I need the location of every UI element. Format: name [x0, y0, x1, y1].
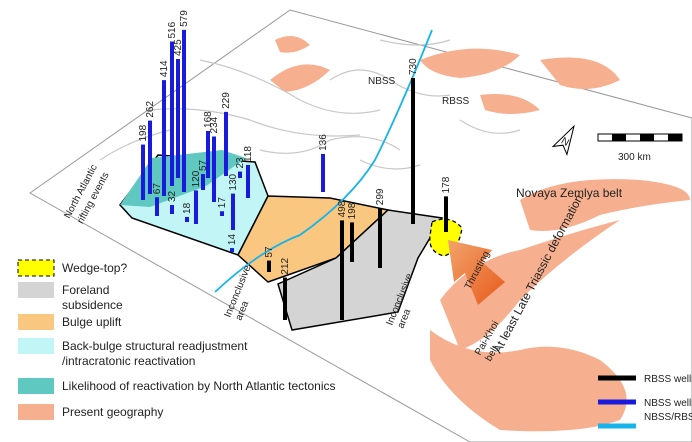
legend-label: Foreland — [62, 283, 109, 297]
well-label: 32 — [167, 190, 178, 202]
well-label: 178 — [441, 176, 452, 193]
thrusting-arrow — [448, 240, 505, 305]
well-label: 234 — [209, 116, 220, 133]
well-label: 57 — [264, 246, 275, 258]
legend-swatch — [18, 378, 54, 394]
legend-label: Bulge uplift — [62, 315, 122, 329]
well-label: 212 — [280, 257, 291, 274]
well-label: 120 — [191, 170, 202, 187]
well-label: 498 — [337, 200, 348, 217]
north-arrow — [551, 124, 575, 156]
well-label: 17 — [217, 197, 228, 209]
well-label: 198 — [347, 202, 358, 219]
legend-label: RBSS wells — [644, 374, 692, 385]
well-label: 130 — [228, 173, 239, 190]
well-label: 14 — [227, 234, 238, 246]
legend-label: Likelihood of reactivation by North Atla… — [62, 379, 335, 393]
well-label: 730 — [408, 58, 419, 75]
nbss-rbss-boundary — [214, 29, 433, 293]
well-label: 67 — [152, 183, 163, 195]
legend-label: Back-bulge structural readjustment — [62, 339, 248, 353]
legend-swatch — [18, 314, 54, 330]
well-label: 229 — [221, 92, 232, 109]
legend-swatch — [18, 338, 54, 354]
well-label: 579 — [179, 10, 190, 27]
legend-label: Wedge-top? — [62, 261, 127, 275]
scale-bar — [597, 133, 683, 142]
legend-label: NBSS wells — [644, 398, 692, 409]
well-label: 168 — [203, 111, 214, 128]
legend-swatch — [18, 404, 54, 420]
legend-label: NBSS/RBSS Boundary — [644, 412, 692, 423]
legend-label: Present geography — [62, 405, 163, 419]
well-label: 23 — [235, 157, 246, 169]
legend-swatch — [17, 259, 55, 277]
annotation: 300 km — [618, 152, 651, 163]
foreland-zone — [277, 209, 444, 331]
well-label: 198 — [138, 124, 149, 141]
legend-label: /intracratonic reactivation — [62, 354, 195, 368]
well-label: 516 — [167, 21, 178, 38]
well-label: 299 — [375, 188, 386, 205]
legend-label: subsidence — [62, 298, 123, 312]
well-label: 57 — [198, 159, 209, 171]
present-geography — [270, 36, 690, 432]
well-label: 425 — [173, 39, 184, 56]
annotation: NBSS — [368, 76, 396, 87]
annotation: N — [559, 136, 571, 149]
well-label: 136 — [318, 134, 329, 151]
annotation: RBSS — [442, 96, 470, 107]
legend-swatch — [18, 282, 54, 298]
geological-line — [99, 39, 521, 170]
annotation: Novaya Zemlya belt — [516, 186, 623, 200]
well-label: 262 — [145, 101, 156, 118]
well-label: 18 — [182, 202, 193, 214]
well-label: 414 — [159, 60, 170, 77]
well-label: 118 — [243, 146, 254, 162]
